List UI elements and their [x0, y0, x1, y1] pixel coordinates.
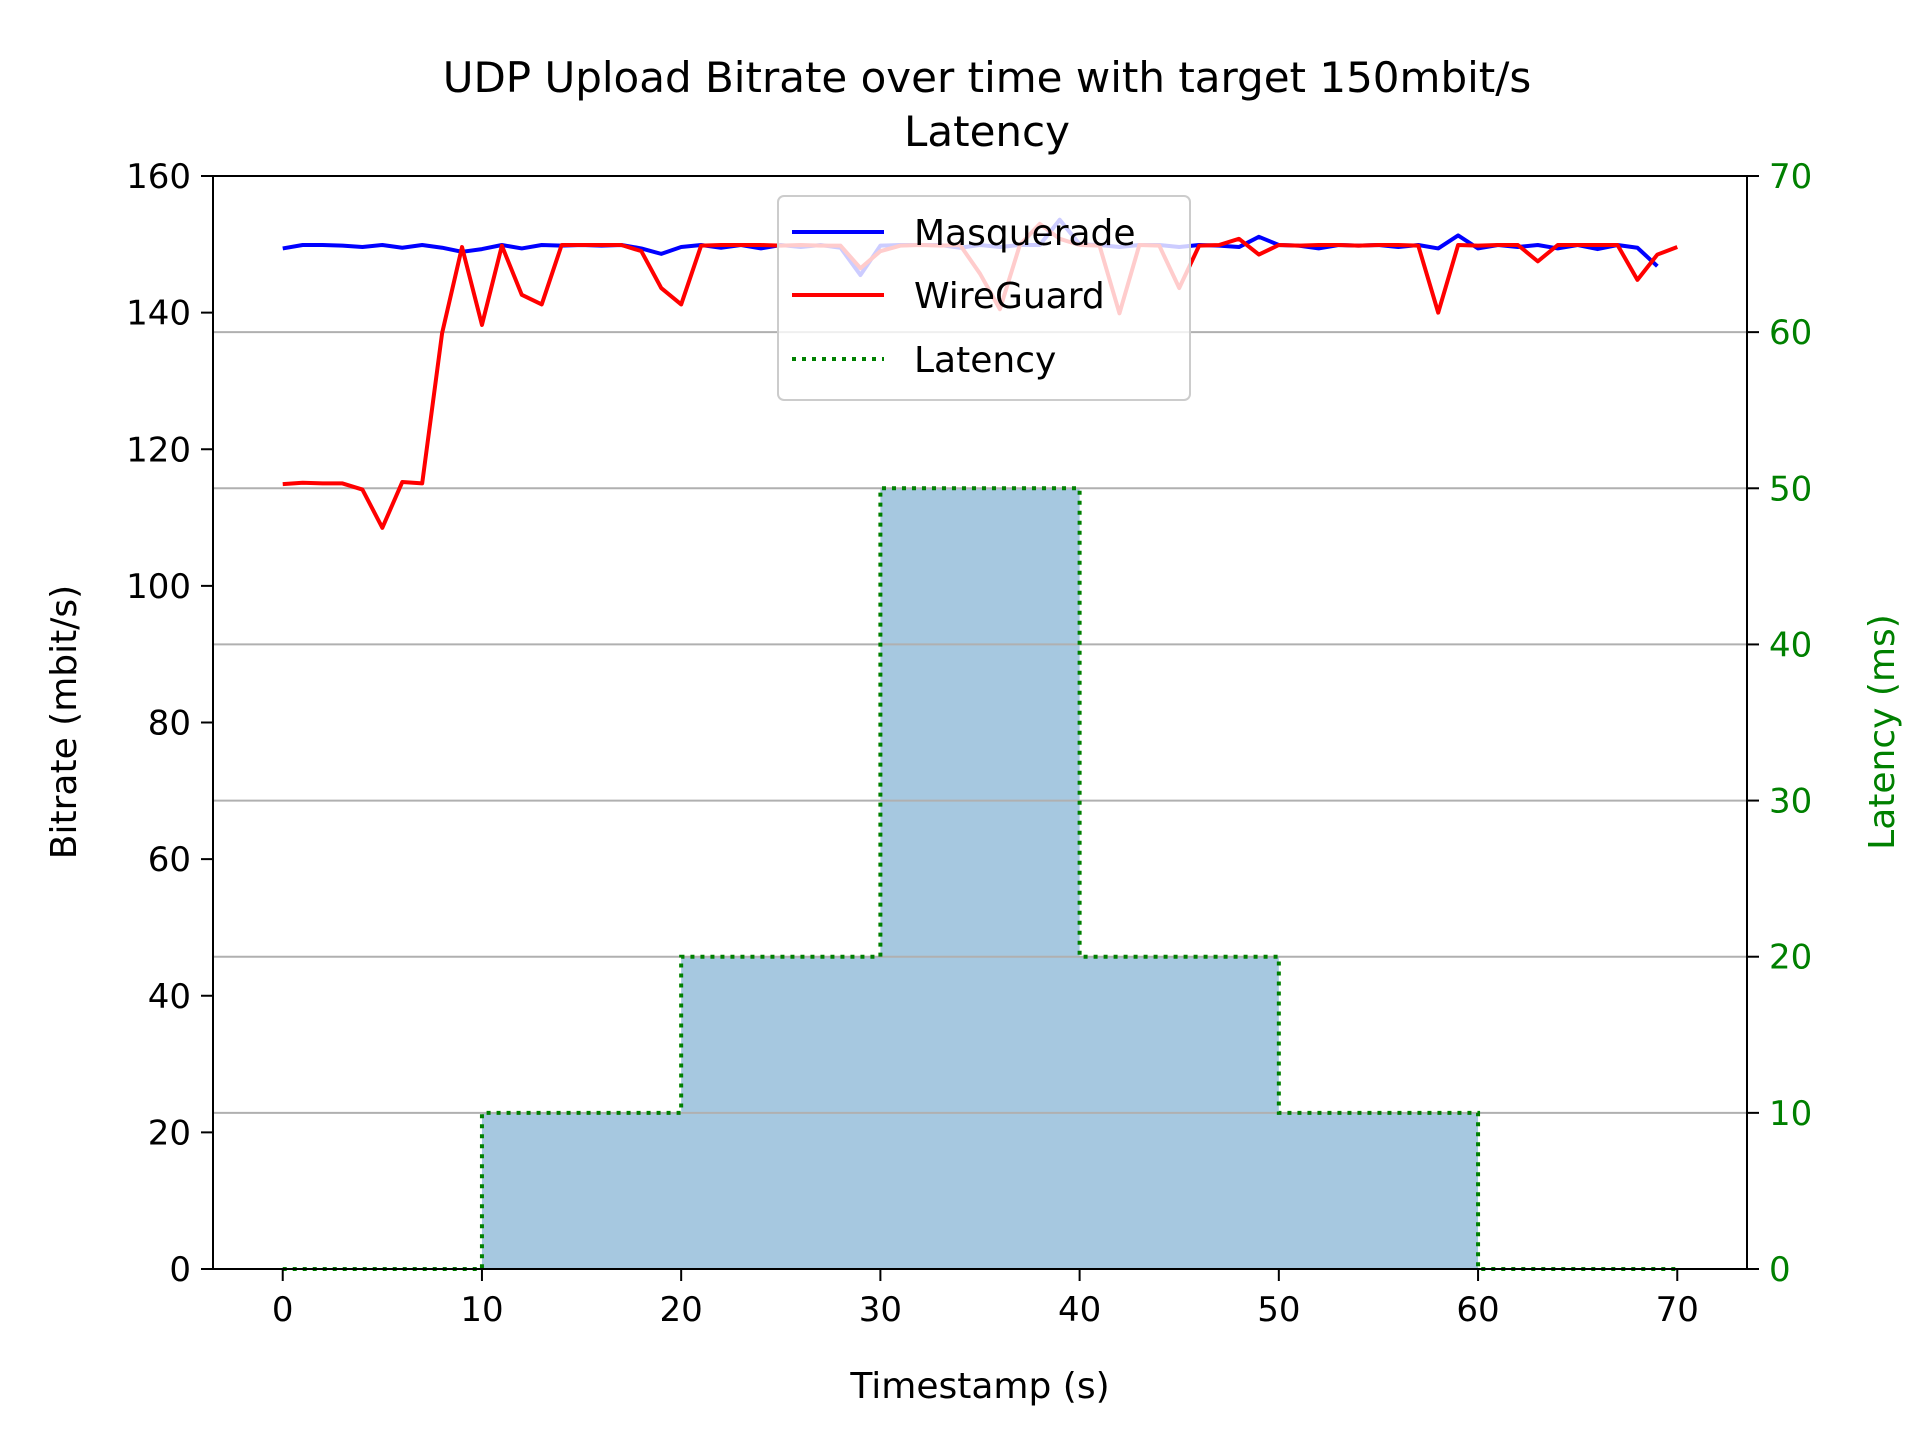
y2-tick-label: 70 [1769, 157, 1812, 197]
y-axis-left: 0 20 40 60 80 100 120 140 160 [126, 157, 213, 1290]
x-tick-label: 10 [460, 1290, 503, 1330]
latency-fill-area [282, 488, 1678, 1269]
y-tick-label: 0 [169, 1250, 191, 1290]
y2-axis-label: Latency (ms) [1862, 614, 1903, 850]
y2-tick-label: 10 [1769, 1094, 1812, 1134]
y2-tick-label: 20 [1769, 938, 1812, 978]
y2-tick-label: 40 [1769, 625, 1812, 665]
y-tick-label: 100 [126, 567, 191, 607]
x-axis: 0 10 20 30 40 50 60 70 [272, 1269, 1699, 1330]
y2-tick-label: 30 [1769, 782, 1812, 822]
y-axis-label: Bitrate (mbit/s) [44, 585, 85, 859]
x-axis-label: Timestamp (s) [849, 1366, 1109, 1407]
chart-title: UDP Upload Bitrate over time with target… [443, 53, 1532, 102]
y2-tick-label: 0 [1769, 1250, 1791, 1290]
y2-tick-label: 50 [1769, 469, 1812, 509]
x-tick-label: 20 [660, 1290, 703, 1330]
legend-label-wireguard: WireGuard [914, 276, 1105, 317]
x-tick-label: 70 [1656, 1290, 1699, 1330]
y-tick-label: 160 [126, 157, 191, 197]
y-tick-label: 60 [148, 840, 191, 880]
y-tick-label: 40 [148, 977, 191, 1017]
latency-fill-polygon [282, 488, 1678, 1269]
legend-box [777, 195, 1191, 401]
y-tick-label: 140 [126, 294, 191, 334]
chart-subtitle: Latency [904, 107, 1070, 156]
legend-label-masquerade: Masquerade [914, 213, 1136, 254]
x-tick-label: 0 [272, 1290, 294, 1330]
y-tick-label: 120 [126, 430, 191, 470]
y-tick-label: 80 [148, 704, 191, 744]
y-tick-label: 20 [148, 1113, 191, 1153]
x-tick-label: 60 [1456, 1290, 1499, 1330]
legend-label-latency: Latency [914, 340, 1056, 381]
x-tick-label: 30 [859, 1290, 902, 1330]
y-axis-right: 0 10 20 30 40 50 60 70 [1747, 157, 1812, 1290]
x-tick-label: 40 [1058, 1290, 1101, 1330]
legend: Masquerade WireGuard Latency [777, 195, 1191, 401]
y2-tick-label: 60 [1769, 313, 1812, 353]
x-tick-label: 50 [1257, 1290, 1300, 1330]
